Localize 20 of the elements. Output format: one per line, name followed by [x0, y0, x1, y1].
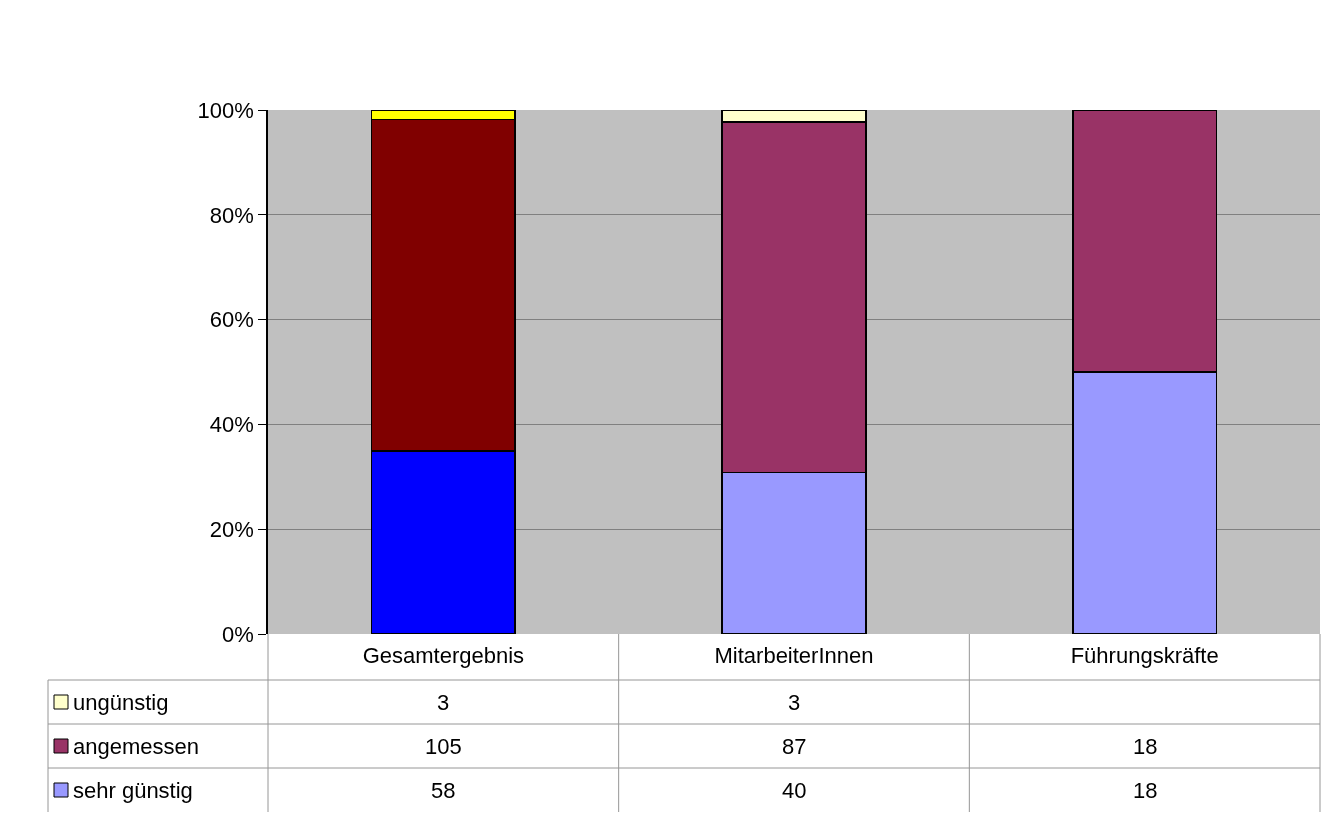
- x-tick-label: Führungskräfte: [1070, 643, 1219, 668]
- legend-label: angemessen: [73, 734, 199, 759]
- y-tick-label: 100%: [197, 97, 254, 123]
- y-tick-label: 0%: [222, 621, 254, 647]
- x-tick-label: MitarbeiterInnen: [714, 643, 874, 668]
- text: 18: [1133, 734, 1158, 759]
- text: 87: [782, 734, 807, 759]
- text: 3: [788, 690, 801, 715]
- text: 18: [1133, 778, 1158, 803]
- legend-label: sehr günstig: [73, 778, 193, 803]
- y-tick-label: 60%: [209, 307, 254, 333]
- x-tick-label: Gesamtergebnis: [362, 643, 525, 668]
- legend-label: ungünstig: [73, 690, 169, 715]
- text: 105: [425, 734, 462, 759]
- text: 3: [437, 690, 450, 715]
- y-tick-label: 40%: [209, 412, 254, 438]
- text: 40: [782, 778, 807, 803]
- text: 58: [431, 778, 456, 803]
- y-tick-label: 20%: [209, 516, 254, 542]
- y-tick-label: 80%: [209, 202, 254, 228]
